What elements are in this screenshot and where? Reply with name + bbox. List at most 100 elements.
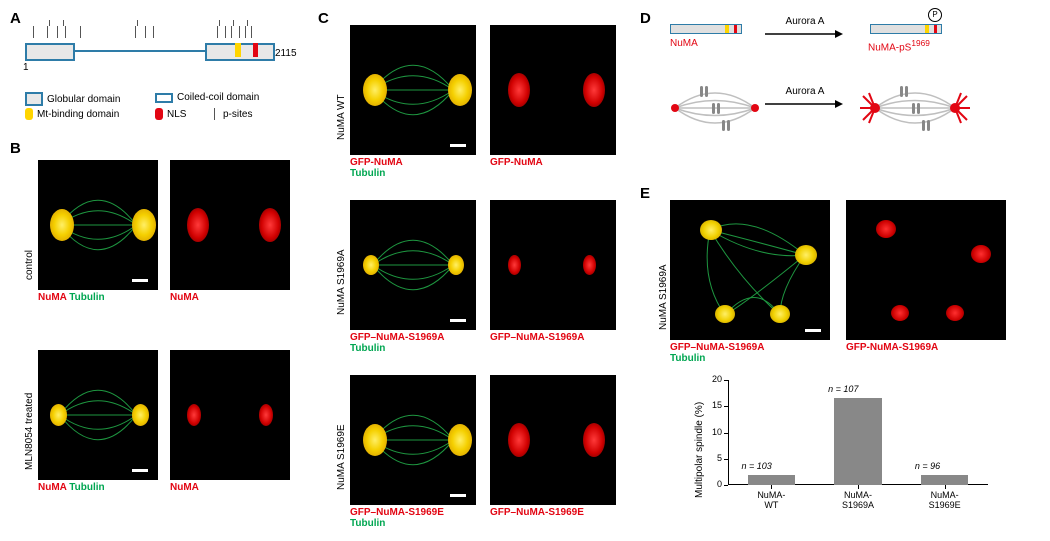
p-site-tick (247, 20, 248, 26)
merge-caption: GFP–NuMA-S1969ATubulin (350, 332, 444, 354)
chart-category-label: NuMA-S1969E (915, 491, 975, 511)
pole-icon (259, 404, 273, 426)
residue-start: 1 (23, 62, 29, 73)
scalebar-icon (450, 319, 466, 322)
pole-icon (715, 305, 735, 323)
y-tick (724, 406, 728, 407)
panel-e-merge-image (670, 200, 830, 340)
panel-b-row-vlabel: MLN8054 treated (24, 393, 35, 470)
numa-ps-sup: 1969 (911, 38, 930, 48)
legend-globular: Globular domain (25, 92, 120, 106)
pole-icon (583, 73, 605, 107)
y-tick (724, 459, 728, 460)
y-tick-label: 0 (702, 479, 722, 489)
pole-icon (971, 245, 991, 263)
panel-a-label: A (10, 10, 21, 27)
merge-image (350, 200, 476, 330)
red-channel-image (490, 375, 616, 505)
chart-category-label: NuMA-WT (741, 491, 801, 511)
chart-bar (921, 475, 969, 486)
p-site-tick (145, 26, 146, 38)
y-axis (728, 380, 729, 485)
globular-domain-left (25, 43, 75, 61)
mt-domain-icon-2 (925, 25, 929, 33)
pole-icon (363, 424, 387, 456)
legend-coiled: Coiled-coil domain (155, 92, 259, 103)
legend-nls-label: NLS (167, 109, 186, 120)
spindle-fibers-icon (670, 200, 830, 340)
legend-psites: p-sites (210, 108, 252, 120)
pole-icon (508, 73, 530, 107)
y-tick (724, 380, 728, 381)
numa-bar-right (870, 24, 942, 34)
panel-e-red-caption: GFP-NuMA-S1969A (846, 342, 938, 353)
pole-icon (876, 220, 896, 238)
merge-caption: NuMA Tubulin (38, 482, 105, 493)
pole-icon (132, 209, 156, 241)
panel-b-label: B (10, 140, 21, 157)
merge-caption: GFP–NuMA-S1969ETubulin (350, 507, 444, 529)
x-tick (945, 485, 946, 489)
pole-icon (363, 255, 379, 275)
arrow-icon-1 (765, 28, 845, 40)
merge-image (38, 350, 158, 480)
pole-icon (946, 305, 964, 321)
panel-e-vlabel: NuMA S1969A (658, 264, 669, 330)
kinase-label-1: Aurora A (770, 16, 840, 27)
chart-bar (834, 398, 882, 485)
legend-psites-icon (214, 108, 215, 120)
scalebar-icon (132, 279, 148, 282)
pole-icon (508, 423, 530, 457)
p-site-tick (153, 26, 154, 38)
y-tick-label: 5 (702, 453, 722, 463)
legend-nls: NLS (155, 108, 186, 120)
panel-e-merge-caption: GFP–NuMA-S1969A Tubulin (670, 342, 764, 364)
chart-category-label: NuMA-S1969A (828, 491, 888, 511)
red-caption: NuMA (170, 482, 199, 493)
p-site-tick (135, 26, 136, 38)
legend-coiled-icon (155, 93, 173, 103)
p-site-tick (217, 26, 218, 38)
p-site-tick (137, 20, 138, 26)
panel-c-row-vlabel: NuMA WT (336, 94, 347, 140)
nls-icon (734, 25, 737, 33)
scalebar-icon (450, 144, 466, 147)
p-site-tick (63, 20, 64, 26)
legend-coiled-label: Coiled-coil domain (177, 92, 259, 103)
red-caption: GFP-NuMA (490, 157, 543, 168)
x-tick (858, 485, 859, 489)
red-caption: GFP–NuMA-S1969A (490, 332, 584, 343)
panel-d-label: D (640, 10, 651, 27)
legend-nls-icon (155, 108, 163, 120)
numa-left-label: NuMA (670, 38, 698, 49)
p-site-tick (233, 20, 234, 26)
p-site-tick (245, 26, 246, 38)
y-tick-label: 10 (702, 427, 722, 437)
merge-caption: NuMA Tubulin (38, 292, 105, 303)
y-tick (724, 485, 728, 486)
p-site-tick (251, 26, 252, 38)
y-tick-label: 20 (702, 374, 722, 384)
red-caption: GFP–NuMA-S1969E (490, 507, 584, 518)
chart-n-label: n = 107 (828, 384, 858, 394)
pole-icon (132, 404, 149, 426)
red-channel-image (490, 25, 616, 155)
spindle-cartoon-left (660, 68, 770, 148)
panel-e-label: E (640, 185, 650, 202)
pole-icon (583, 423, 605, 457)
panel-b-row-vlabel: control (24, 250, 35, 280)
merge-image (350, 25, 476, 155)
panel-e-green-label: Tubulin (670, 353, 705, 364)
p-site-tick (231, 26, 232, 38)
p-site-tick (65, 26, 66, 38)
x-tick (771, 485, 772, 489)
pole-icon (50, 209, 74, 241)
pole-icon (259, 208, 281, 242)
red-channel-image (170, 350, 290, 480)
legend-globular-label: Globular domain (47, 94, 120, 105)
y-tick (724, 433, 728, 434)
numa-bar-left (670, 24, 742, 34)
panel-c-label: C (318, 10, 329, 27)
figure-root: A 1 2115 Globular domain Coiled-coil dom… (10, 10, 1040, 531)
p-site-tick (219, 20, 220, 26)
